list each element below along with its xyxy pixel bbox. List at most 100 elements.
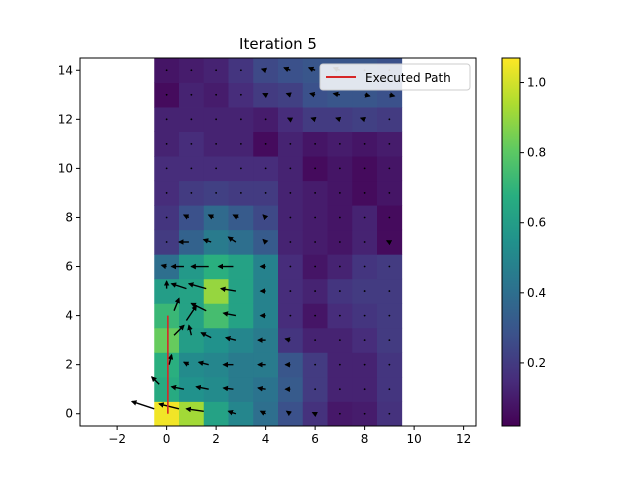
quiver-arrow	[314, 314, 317, 317]
quiver-arrow	[165, 118, 168, 121]
quiver-arrow	[388, 290, 391, 292]
quiver-arrow	[165, 69, 168, 72]
quiver-arrow	[200, 332, 212, 339]
axes-frame	[79, 57, 477, 427]
legend: Executed Path	[319, 63, 471, 91]
colorbar-tick-label: 0.6	[527, 216, 546, 230]
legend-path-label: Executed Path	[365, 71, 451, 85]
quiver-arrow	[314, 339, 317, 342]
colorbar-tick-label: 0.8	[527, 146, 546, 160]
heatmap-cell	[203, 229, 229, 255]
x-tick-label: −2	[108, 432, 126, 446]
quiver-arrow	[232, 214, 239, 220]
x-tick-label: 4	[262, 432, 270, 446]
quiver-arrow	[388, 388, 391, 391]
y-tick-label: 6	[65, 260, 73, 274]
heatmap-cell	[179, 205, 205, 231]
quiver-arrow	[314, 290, 317, 292]
quiver-arrow	[150, 376, 160, 385]
x-tick-label: 8	[361, 432, 369, 446]
colorbar-ticks: 0.2 0.4 0.6 0.8 1.0	[520, 76, 546, 370]
quiver-arrow	[364, 92, 371, 98]
heatmap-cell	[278, 327, 304, 353]
quiver-arrow	[262, 214, 269, 221]
quiver-arrow	[219, 286, 237, 293]
quiver-arrow	[215, 118, 218, 121]
legend-box	[319, 63, 471, 91]
quiver-arrow	[385, 240, 393, 246]
quiver-arrow	[187, 324, 193, 336]
quiver-arrow	[190, 69, 193, 72]
quiver-arrow	[309, 91, 316, 98]
quiver-arrow	[284, 337, 291, 343]
heatmap-cell	[253, 376, 279, 402]
quiver-arrow	[289, 265, 292, 268]
quiver-arrow	[314, 363, 317, 366]
quiver-arrow	[215, 142, 218, 145]
y-tick-label: 10	[58, 161, 73, 175]
quiver-arrow	[289, 290, 292, 292]
quiver-arrow	[338, 290, 341, 292]
x-tick-label: 0	[163, 432, 171, 446]
quiver-arrow	[130, 400, 155, 410]
quiver-arrow	[239, 69, 242, 72]
quiver-arrow	[314, 388, 317, 391]
plot-axes: −2 0 2 4 6 8 10 12 0 2 4 6 8 10 12 14	[58, 57, 477, 446]
y-tick-label: 12	[58, 112, 73, 126]
x-tick-label: 12	[456, 432, 471, 446]
quiver-arrow	[160, 263, 167, 270]
y-axis-ticks: 0 2 4 6 8 10 12 14	[58, 63, 80, 421]
quiver-arrow	[363, 339, 366, 342]
quiver-arrow	[388, 167, 391, 170]
heatmap-cell	[253, 327, 279, 353]
quiver-arrow	[388, 363, 391, 366]
quiver-arrow	[338, 363, 341, 366]
quiver-arrow	[215, 69, 218, 72]
quiver-arrow	[170, 384, 185, 391]
x-axis-ticks: −2 0 2 4 6 8 10 12	[108, 426, 471, 446]
quiver-arrow	[165, 93, 168, 96]
quiver-arrow	[388, 314, 391, 317]
colorbar: 0.2 0.4 0.6 0.8 1.0	[501, 57, 546, 427]
quiver-arrow	[259, 410, 266, 416]
quiver-arrow	[338, 167, 341, 170]
quiver-arrow	[338, 216, 341, 219]
quiver-arrow	[388, 142, 391, 145]
quiver-arrow	[224, 336, 237, 342]
colorbar-gradient	[501, 57, 521, 427]
quiver-arrow	[283, 66, 291, 73]
quiver-arrow	[338, 192, 341, 194]
quiver-arrow	[190, 192, 193, 194]
quiver-arrow	[239, 118, 242, 121]
heatmap-cell	[253, 254, 279, 280]
heatmap-cell	[253, 352, 279, 378]
quiver-arrow	[338, 142, 341, 145]
heatmap-cell	[179, 278, 205, 304]
heatmap-cell	[278, 352, 304, 378]
heatmap-cell	[203, 401, 229, 427]
x-tick-label: 6	[311, 432, 319, 446]
heatmap-cell	[228, 327, 254, 353]
heatmap-cell	[278, 401, 304, 427]
quiver-arrow	[227, 236, 237, 243]
quiver-arrow	[207, 214, 214, 220]
y-tick-label: 2	[65, 358, 73, 372]
quiver-arrows	[130, 66, 396, 418]
quiver-arrow	[285, 92, 292, 98]
quiver-arrow	[388, 412, 391, 415]
heatmap-cell	[228, 205, 254, 231]
quiver-arrow	[338, 265, 341, 268]
quiver-arrow	[363, 314, 366, 317]
x-tick-label: 10	[406, 432, 421, 446]
quiver-arrow	[388, 216, 391, 219]
y-tick-label: 0	[65, 407, 73, 421]
heatmap-cell	[327, 107, 353, 132]
quiver-arrow	[335, 116, 342, 123]
quiver-arrow	[165, 167, 168, 170]
quiver-arrow	[289, 142, 292, 145]
quiver-arrow	[173, 297, 180, 311]
quiver-arrow	[388, 192, 391, 194]
quiver-arrow	[264, 192, 267, 194]
quiver-arrow	[222, 385, 234, 392]
